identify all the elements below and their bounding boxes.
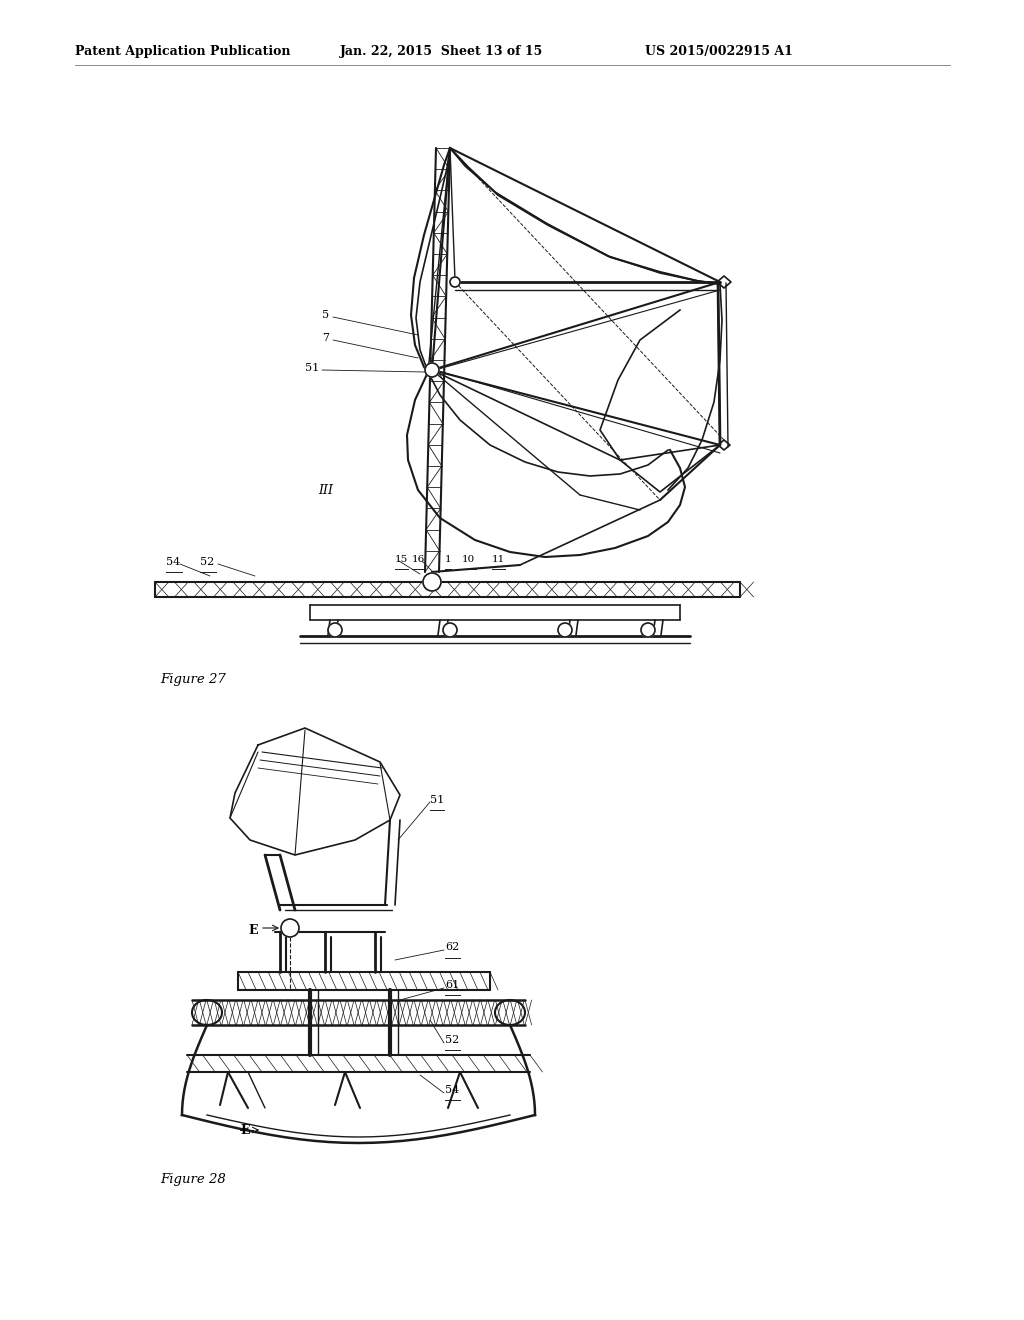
Text: Jan. 22, 2015  Sheet 13 of 15: Jan. 22, 2015 Sheet 13 of 15 — [340, 45, 544, 58]
Circle shape — [328, 623, 342, 638]
Circle shape — [641, 623, 655, 638]
Text: E: E — [248, 924, 257, 936]
Text: 1: 1 — [445, 556, 452, 565]
Text: 11: 11 — [492, 556, 505, 565]
Text: Patent Application Publication: Patent Application Publication — [75, 45, 291, 58]
Text: Figure 27: Figure 27 — [160, 673, 225, 686]
Text: 15: 15 — [395, 556, 409, 565]
Text: 62: 62 — [445, 942, 459, 952]
Text: 51: 51 — [430, 795, 444, 805]
Circle shape — [423, 573, 441, 591]
Text: 54: 54 — [166, 557, 180, 568]
Text: E: E — [240, 1123, 250, 1137]
Text: 5: 5 — [322, 310, 329, 319]
Text: 61: 61 — [445, 979, 459, 990]
Text: Figure 28: Figure 28 — [160, 1173, 225, 1187]
Circle shape — [281, 919, 299, 937]
Text: 52: 52 — [445, 1035, 459, 1045]
Text: 54: 54 — [445, 1085, 459, 1096]
Text: III: III — [318, 483, 333, 496]
Circle shape — [443, 623, 457, 638]
Text: 10: 10 — [462, 556, 475, 565]
Text: 16: 16 — [412, 556, 425, 565]
Text: 7: 7 — [322, 333, 329, 343]
Circle shape — [450, 277, 460, 286]
Circle shape — [425, 363, 439, 378]
Text: 51: 51 — [305, 363, 319, 374]
Circle shape — [558, 623, 572, 638]
Text: US 2015/0022915 A1: US 2015/0022915 A1 — [645, 45, 793, 58]
Text: 52: 52 — [200, 557, 214, 568]
